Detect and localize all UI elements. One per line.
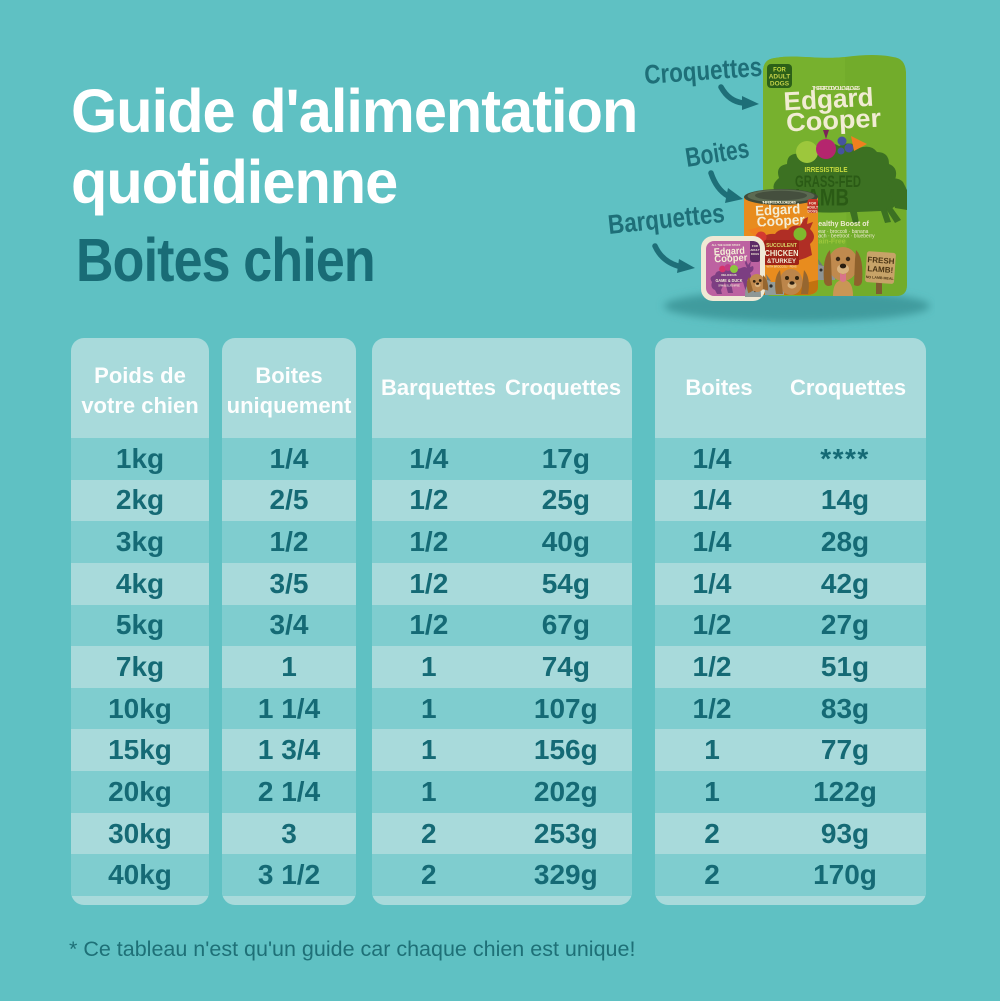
svg-text:ALL THE GOOD STUFF: ALL THE GOOD STUFF bbox=[712, 243, 741, 247]
svg-text:WITH BROCCOLI · PEAS: WITH BROCCOLI · PEAS bbox=[766, 265, 796, 269]
svg-text:ADULT: ADULT bbox=[769, 74, 791, 81]
svg-text:Grain-Free: Grain-Free bbox=[810, 239, 846, 246]
svg-text:GRAIN & GLUTEN FREE: GRAIN & GLUTEN FREE bbox=[718, 284, 740, 288]
svg-text:ADULT: ADULT bbox=[807, 206, 819, 210]
svg-text:Edgard: Edgard bbox=[714, 246, 746, 259]
svg-text:DOGS: DOGS bbox=[751, 252, 759, 256]
svg-text:Healthy Boost of: Healthy Boost of bbox=[813, 221, 869, 228]
svg-text:FOR: FOR bbox=[773, 68, 786, 74]
svg-text:Edgard: Edgard bbox=[783, 82, 874, 117]
svg-text:Croquettes: Croquettes bbox=[643, 52, 763, 90]
svg-text:spinach · beetroot · blueberry: spinach · beetroot · blueberry bbox=[809, 234, 875, 240]
svg-text:Cooper: Cooper bbox=[756, 211, 805, 230]
svg-text:GRASS-FED: GRASS-FED bbox=[795, 173, 861, 191]
svg-text:LAMB!: LAMB! bbox=[867, 264, 893, 275]
svg-text:FOR: FOR bbox=[809, 202, 817, 206]
svg-text:Cooper: Cooper bbox=[785, 103, 881, 138]
svg-text:pear · broccoli · banana: pear · broccoli · banana bbox=[816, 229, 869, 235]
svg-text:NO LAMB MEAL: NO LAMB MEAL bbox=[866, 275, 895, 281]
svg-text:Edgard: Edgard bbox=[755, 200, 801, 218]
svg-text:&TURKEY: &TURKEY bbox=[767, 259, 796, 265]
svg-text:DOGS: DOGS bbox=[770, 81, 790, 88]
svg-text:THE PET FOOD YOU LOVE, LOVES: THE PET FOOD YOU LOVE, LOVES bbox=[762, 201, 797, 205]
svg-text:DOGS: DOGS bbox=[808, 210, 819, 214]
svg-text:IRRESISTIBLE: IRRESISTIBLE bbox=[805, 167, 848, 174]
svg-text:CHICKEN: CHICKEN bbox=[765, 248, 799, 258]
svg-text:DELICIOUS: DELICIOUS bbox=[721, 273, 736, 277]
svg-text:THE PET FOOD YOU LOVE, LOVES: THE PET FOOD YOU LOVE, LOVES bbox=[812, 86, 860, 92]
svg-text:FOR: FOR bbox=[752, 244, 758, 248]
svg-text:Boites: Boites bbox=[683, 133, 751, 173]
svg-text:ADULT: ADULT bbox=[750, 248, 760, 252]
svg-text:SUCCULENT: SUCCULENT bbox=[766, 243, 797, 249]
svg-text:GAME & DUCK: GAME & DUCK bbox=[716, 278, 744, 283]
svg-text:Barquettes: Barquettes bbox=[606, 198, 725, 240]
svg-text:FRESH: FRESH bbox=[867, 255, 895, 266]
svg-text:Cooper: Cooper bbox=[714, 253, 748, 266]
